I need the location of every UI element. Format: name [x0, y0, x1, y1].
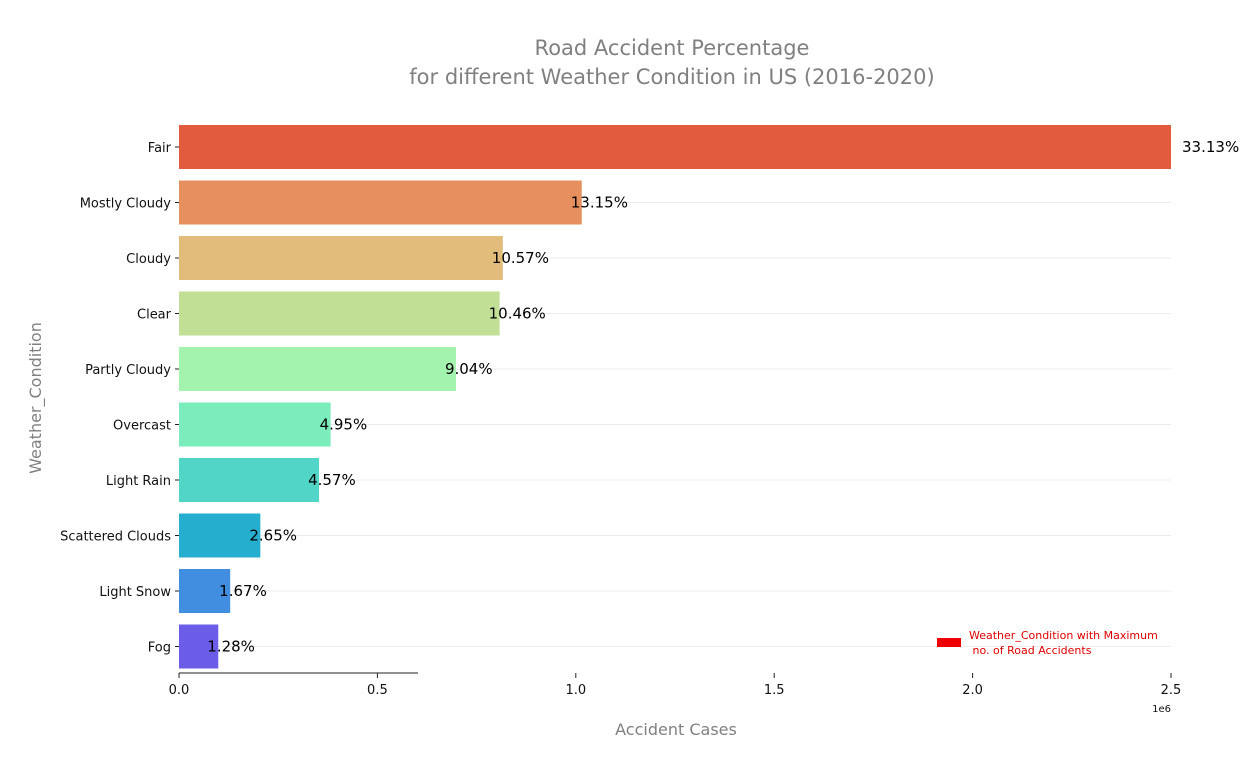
bar-fog [179, 624, 219, 669]
y-axis-ticks: Fair Mostly Cloudy Cloudy Clear Partly Cloud… [60, 141, 179, 656]
chart-title-line1: Road Accident Percentage [535, 36, 810, 60]
x-tick-label: 2.5 [1161, 683, 1182, 698]
y-tick-label: Clear [137, 308, 172, 323]
data-label: 10.46% [489, 305, 546, 323]
x-tick-label: 1.5 [764, 683, 785, 698]
data-label: 33.13% [1182, 138, 1239, 156]
x-tick-label: 2.0 [962, 683, 983, 698]
y-tick-label: Cloudy [126, 252, 171, 267]
legend-text-line1: Weather_Condition with Maximum [969, 629, 1158, 642]
bar-light-rain [179, 458, 320, 502]
bars [179, 125, 1171, 669]
y-tick-label: Fair [148, 141, 172, 156]
data-labels: 33.13% 13.15% 10.57% 10.46% 9.04% 4.95% 4.57% 2… [207, 138, 1239, 656]
x-offset-label: 1e6 [1152, 704, 1171, 715]
data-label: 4.57% [308, 471, 356, 489]
bar-clear [179, 291, 500, 336]
legend-text-line2: no. of Road Accidents [969, 644, 1092, 657]
y-tick-label: Light Snow [99, 585, 171, 600]
y-tick-label: Light Rain [106, 474, 171, 489]
legend-swatch [937, 638, 961, 647]
data-label: 2.65% [249, 527, 297, 545]
data-label: 1.28% [207, 638, 255, 656]
data-label: 13.15% [571, 194, 628, 212]
x-tick-label: 0.5 [367, 683, 388, 698]
data-label: 1.67% [219, 582, 267, 600]
y-axis-title: Weather_Condition [26, 322, 46, 474]
legend: Weather_Condition with Maximum no. of Ro… [937, 629, 1158, 657]
data-label: 10.57% [492, 249, 549, 267]
y-tick-label: Overcast [113, 419, 171, 434]
y-tick-label: Partly Cloudy [85, 363, 171, 378]
bar-cloudy [179, 236, 503, 280]
x-tick-label: 0.0 [169, 683, 190, 698]
bar-overcast [179, 402, 331, 447]
y-tick-label: Mostly Cloudy [80, 197, 172, 212]
y-tick-label: Fog [148, 641, 171, 656]
y-tick-label: Scattered Clouds [60, 530, 171, 545]
bar-fair [179, 125, 1171, 169]
x-axis-ticks: 0.0 0.5 1.0 1.5 2.0 2.5 [169, 673, 1182, 698]
bar-partly-cloudy [179, 347, 456, 391]
x-axis-title: Accident Cases [615, 720, 737, 739]
bar-scattered-clouds [179, 513, 261, 558]
chart-title-line2: for different Weather Condition in US (2… [409, 65, 934, 89]
data-label: 4.95% [320, 416, 368, 434]
data-label: 9.04% [445, 360, 493, 378]
bar-mostly-cloudy [179, 180, 582, 225]
x-tick-label: 1.0 [565, 683, 586, 698]
bar-light-snow [179, 569, 231, 613]
